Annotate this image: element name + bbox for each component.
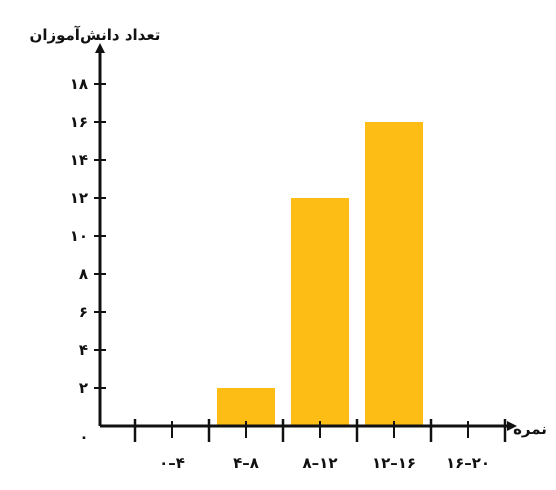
y-tick-label: ۸ bbox=[79, 265, 88, 283]
y-tick-label: ۱۰ bbox=[70, 227, 88, 245]
y-tick-label: ۱۲ bbox=[70, 189, 88, 207]
y-tick-label: ۲ bbox=[79, 379, 88, 397]
origin-label: ۰ bbox=[79, 428, 88, 446]
y-tick-label: ۶ bbox=[79, 303, 88, 321]
x-axis-title: نمره bbox=[513, 420, 547, 438]
y-tick-label: ۴ bbox=[79, 341, 88, 359]
y-tick-label: ۱۶ bbox=[70, 113, 88, 131]
histogram-bar bbox=[217, 388, 275, 426]
histogram-bar bbox=[291, 198, 349, 426]
axes-layer bbox=[94, 43, 517, 442]
y-tick-label: ۱۸ bbox=[70, 75, 88, 93]
y-axis-title: تعداد دانش‌آموزان bbox=[30, 26, 161, 44]
histogram-bar bbox=[365, 122, 423, 426]
labels-layer: ۲ ۴ ۶ ۸ ۱۰ ۱۲ ۱۴ ۱۶ ۱۸ ۰–۴ ۴–۸ ۸–۱۲ ۱۲–۱۶ ۱۶–۲۰ bbox=[70, 75, 490, 472]
bars-layer bbox=[217, 122, 423, 426]
x-category-label: ۸–۱۲ bbox=[303, 454, 338, 472]
y-tick-label: ۱۴ bbox=[70, 151, 88, 169]
x-category-label: ۱۲–۱۶ bbox=[372, 454, 416, 472]
x-category-label: ۴–۸ bbox=[233, 454, 259, 472]
x-category-label: ۰–۴ bbox=[159, 454, 185, 472]
x-category-label: ۱۶–۲۰ bbox=[446, 454, 490, 472]
